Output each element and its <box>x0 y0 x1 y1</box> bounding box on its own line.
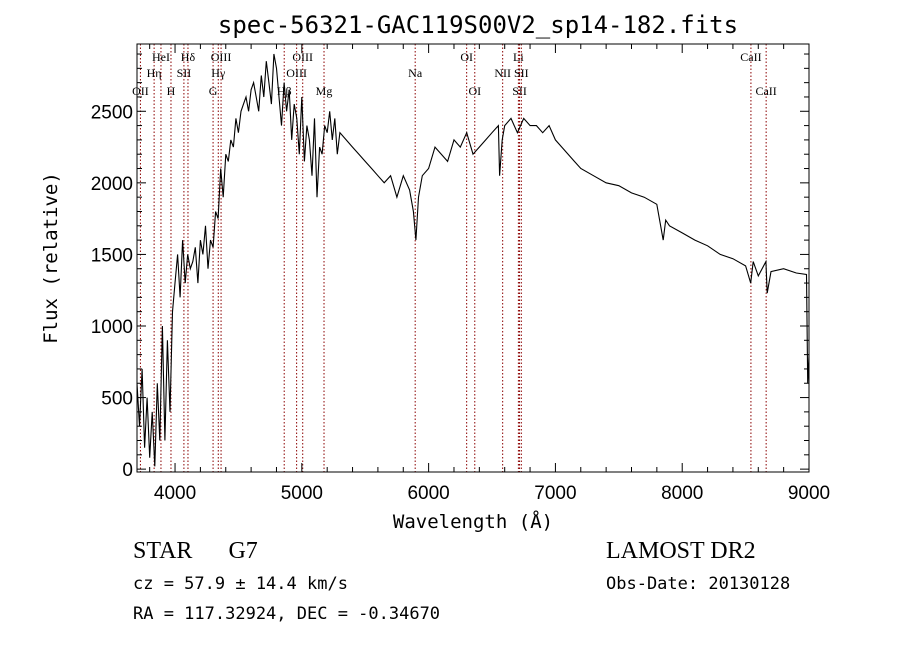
spectral-line-label: SII <box>512 84 527 98</box>
spectral-line-label: HeI <box>152 50 170 64</box>
spectrum-line <box>136 53 810 467</box>
spectral-line-label: CaII <box>740 50 761 64</box>
spectral-line-label: CaII <box>755 84 776 98</box>
y-tick-label: 500 <box>101 389 133 410</box>
y-tick-label: 0 <box>122 460 133 481</box>
spectral-line-label: OIII <box>292 50 313 64</box>
spectral-line-label: OIII <box>286 66 307 80</box>
plot-frame <box>136 43 810 473</box>
x-tick-label: 6000 <box>407 483 449 504</box>
spectral-line-label: H <box>167 84 176 98</box>
x-tick-label: 4000 <box>154 483 196 504</box>
spectral-line-label: Hδ <box>181 50 196 64</box>
spectral-line-label: Hη <box>147 66 162 80</box>
x-tick-label: 5000 <box>281 483 323 504</box>
y-tick-label: 2000 <box>91 174 133 195</box>
x-tick-label: 8000 <box>661 483 703 504</box>
subclass-label: G7 <box>228 538 258 564</box>
y-axis-ticks: 0 500 1000 1500 2000 2500 <box>91 53 809 481</box>
obs-date: Obs-Date: 20130128 <box>606 574 791 594</box>
spectral-line-label: G <box>209 84 218 98</box>
spectral-line-label: OII <box>132 84 149 98</box>
spectral-line-label: Li <box>513 50 524 64</box>
redshift-readout: cz = 57.9 ± 14.4 km/s <box>133 574 348 594</box>
y-tick-label: 2500 <box>91 102 133 123</box>
object-class: STAR G7 <box>133 538 258 565</box>
survey-label: LAMOST DR2 <box>606 538 756 564</box>
spectral-line-label: SII <box>177 66 192 80</box>
y-tick-label: 1500 <box>91 245 133 266</box>
x-tick-label: 7000 <box>534 483 576 504</box>
spectral-line-label: Na <box>408 66 423 80</box>
spectral-line-label: Hγ <box>211 66 226 80</box>
y-axis-label: Flux (relative) <box>40 172 62 344</box>
spectral-line-label: OI <box>460 50 473 64</box>
spectral-line-label: Mg <box>316 84 333 98</box>
class-label: STAR <box>133 538 193 564</box>
x-axis-label: Wavelength (Å) <box>393 510 553 533</box>
x-tick-label: 9000 <box>788 483 830 504</box>
spectral-line-label: NII <box>494 66 511 80</box>
y-tick-label: 1000 <box>91 317 133 338</box>
spectral-line-markers: OIIHηHeIHSIIHδGHγOIIIHβOIIIOIIIMgNaOIOIN… <box>132 44 777 472</box>
spectral-line-label: Hβ <box>277 84 292 98</box>
spectral-line-label: SII <box>514 66 529 80</box>
spectral-line-label: OIII <box>211 50 232 64</box>
spectral-line-label: OI <box>468 84 481 98</box>
chart-title: spec-56321-GAC119S00V2_sp14-182.fits <box>218 11 738 39</box>
coordinates: RA = 117.32924, DEC = -0.34670 <box>133 604 441 624</box>
x-axis-ticks: 4000 5000 6000 7000 8000 9000 <box>149 44 830 504</box>
